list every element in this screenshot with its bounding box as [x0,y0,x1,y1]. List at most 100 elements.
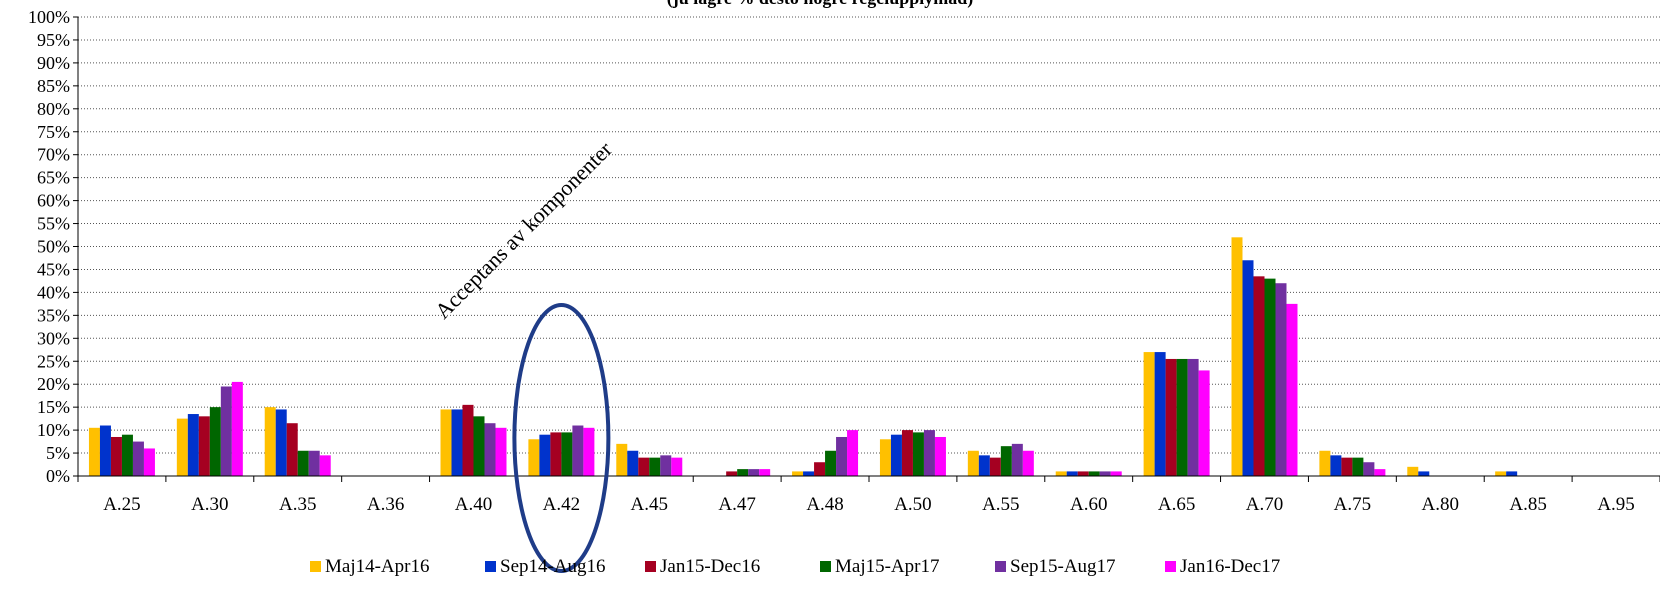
bar [1198,370,1210,476]
x-tick-label: A.60 [1070,494,1107,515]
y-tick-label: 25% [37,351,70,371]
legend-swatch [310,561,321,572]
bar [462,404,474,476]
legend-swatch [1165,561,1176,572]
bar [1506,471,1518,476]
bar [308,450,320,476]
bar [803,471,815,476]
bar [814,462,826,476]
bar [879,439,891,476]
x-tick-label: A.40 [455,494,492,515]
bar [912,432,924,476]
bar [1264,278,1276,476]
y-tick-label: 80% [37,99,70,119]
bar [660,455,672,476]
bar [638,457,650,476]
legend-label: Jan16-Dec17 [1180,556,1280,577]
bar [1407,466,1419,476]
bar [1165,358,1177,476]
x-axis: A.25 A.30 A.35 A.36 A.40 A.42 A.45 A.47 A.48 A.50… [77,475,1660,515]
bar [495,427,507,476]
bar [99,425,111,476]
bar [132,441,144,476]
bar [967,450,979,476]
bar [550,432,562,476]
bar [737,469,749,476]
bar [297,450,309,476]
bar [1352,457,1364,476]
bar [121,434,133,476]
bar [989,457,1001,476]
bar [627,450,639,476]
bar [220,386,232,476]
bar [1330,455,1342,476]
bar [1011,443,1023,476]
bar [1253,276,1265,476]
gridlines [78,16,1660,454]
y-tick-label: 20% [37,374,70,394]
x-tick-label: A.95 [1597,494,1634,515]
y-tick-label: 50% [37,237,70,257]
x-tick-label: A.50 [894,494,931,515]
bar [1187,358,1199,476]
bar [1110,471,1122,476]
bar [792,471,804,476]
bar [1154,352,1166,476]
x-tick-label: A.85 [1509,494,1546,515]
bar [901,430,913,476]
bar [1286,303,1298,476]
bar [528,439,540,476]
bar [1495,471,1507,476]
bar [890,434,902,476]
bar [583,427,595,476]
bar [616,443,628,476]
bar [440,409,452,476]
legend-swatch [485,561,496,572]
bar [561,432,573,476]
x-tick-label: A.80 [1422,494,1459,515]
bar [1242,260,1254,476]
y-tick-label: 90% [37,53,70,73]
bar [484,423,496,476]
bar [1099,471,1111,476]
bar [1363,462,1375,476]
bar [759,469,771,476]
bar [473,416,485,476]
legend-swatch [820,561,831,572]
highlight-ellipse [512,303,611,573]
bar [1000,446,1012,476]
bar [143,448,155,476]
y-tick-label: 10% [37,420,70,440]
bar [1341,457,1353,476]
annotation-text: Acceptans av komponenter [430,136,617,323]
bar [319,455,331,476]
bar [176,418,188,476]
x-tick-label: A.25 [103,494,140,515]
legend-label: Maj14-Apr16 [325,556,429,577]
x-tick-label: A.75 [1334,494,1371,515]
bar [1055,471,1067,476]
x-tick-label: A.48 [806,494,843,515]
bar [934,436,946,476]
bar [1176,358,1188,476]
y-tick-label: 40% [37,282,70,302]
bar [726,471,738,476]
legend-label: Sep15-Aug17 [1010,556,1116,577]
bar [231,381,243,476]
bar [1231,237,1243,476]
bar [1066,471,1078,476]
bar [1143,352,1155,476]
x-tick-label: A.42 [543,494,580,515]
bar [1374,469,1386,476]
bar [1418,471,1430,476]
bar [923,430,935,476]
bar [572,425,584,476]
bar [825,450,837,476]
y-tick-label: 30% [37,328,70,348]
x-tick-label: A.47 [718,494,755,515]
bar [275,409,287,476]
y-tick-label: 15% [37,397,70,417]
legend-swatch [645,561,656,572]
legend: Maj14-Apr16 Sep14-Aug16 Jan15-Dec16 Maj15-A… [310,556,1280,577]
